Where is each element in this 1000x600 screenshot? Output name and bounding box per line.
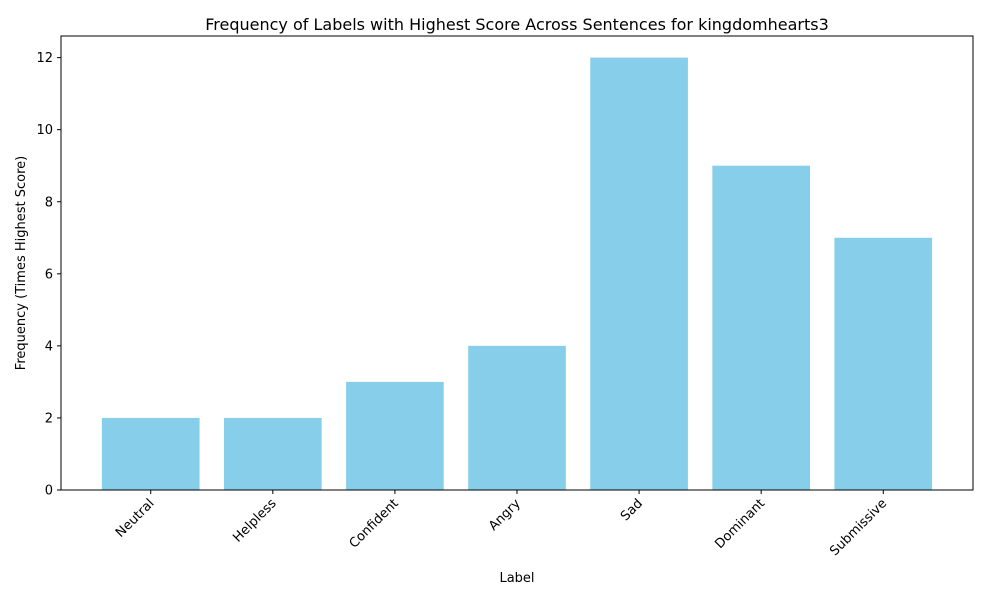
x-tick-label: Neutral xyxy=(113,496,158,541)
bar-sad xyxy=(590,57,688,491)
bar-helpless xyxy=(223,417,322,490)
x-tick-label: Submissive xyxy=(827,496,890,559)
x-axis-label: Label xyxy=(499,571,534,586)
y-tick-label: 6 xyxy=(45,267,53,282)
chart-title: Frequency of Labels with Highest Score A… xyxy=(205,15,829,34)
y-tick-label: 12 xyxy=(36,51,53,66)
y-axis-label: Frequency (Times Highest Score) xyxy=(14,156,29,370)
bar-dominant xyxy=(712,165,811,490)
y-tick-label: 2 xyxy=(45,411,53,426)
bar-angry xyxy=(468,345,566,490)
y-tick-label: 10 xyxy=(36,123,53,138)
x-axis-ticks: Neutral Helpless Confident Angry Sad Dominant… xyxy=(113,490,890,559)
bar-submissive xyxy=(834,237,933,490)
x-tick-label: Dominant xyxy=(712,496,768,552)
x-tick-label: Helpless xyxy=(230,496,280,546)
y-tick-label: 4 xyxy=(45,339,53,354)
y-axis-ticks: 0 2 4 6 8 10 12 xyxy=(36,51,61,499)
plot-frame xyxy=(60,35,974,491)
x-tick-label: Confident xyxy=(347,496,402,551)
x-tick-label: Sad xyxy=(618,496,646,524)
y-tick-label: 8 xyxy=(45,195,53,210)
x-tick-label: Angry xyxy=(486,496,524,534)
y-tick-label: 0 xyxy=(45,484,53,499)
bar-confident xyxy=(346,381,444,490)
bar-neutral xyxy=(101,417,200,490)
bars-layer xyxy=(101,57,933,491)
